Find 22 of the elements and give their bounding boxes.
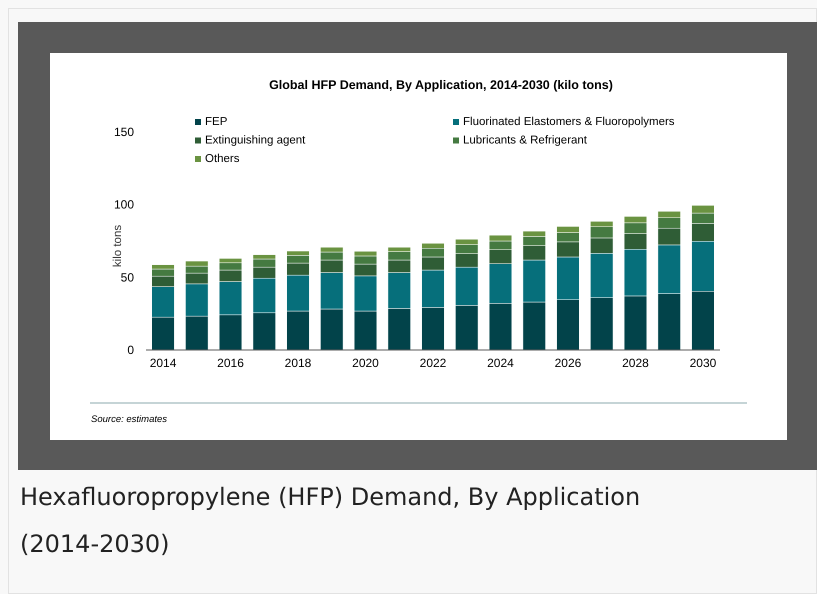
y-tick-label: 150	[114, 125, 134, 139]
legend-label: FEP	[205, 116, 228, 128]
chart-title: Global HFP Demand, By Application, 2014-2030 (kilo tons)	[269, 78, 613, 92]
legend-label: Fluorinated Elastomers & Fluoropolymers	[463, 116, 675, 128]
x-tick-label: 2018	[284, 356, 312, 370]
legend-label: Extinguishing agent	[205, 134, 306, 146]
text: Hexafluoropropylene (HFP) Demand, By Application (2014-2030)	[20, 483, 640, 558]
x-tick-label: 2030	[690, 356, 717, 370]
x-tick-label: 2020	[352, 356, 380, 370]
x-tick-label: 2028	[622, 356, 650, 370]
x-tick-label: 2014	[150, 356, 177, 370]
y-axis-title: kilo tons	[112, 224, 124, 268]
x-tick-label: 2022	[420, 356, 447, 370]
y-tick-label: 50	[120, 270, 134, 284]
x-tick-label: 2016	[217, 356, 244, 370]
x-tick-label: 2024	[487, 356, 514, 370]
legend-label: Others	[205, 153, 240, 165]
source-note: Source: estimates	[91, 414, 168, 425]
y-tick-label: 100	[114, 198, 134, 212]
x-tick-label: 2026	[554, 356, 582, 370]
y-tick-label: 0	[127, 343, 134, 357]
legend-label: Lubricants & Refrigerant	[463, 134, 588, 146]
